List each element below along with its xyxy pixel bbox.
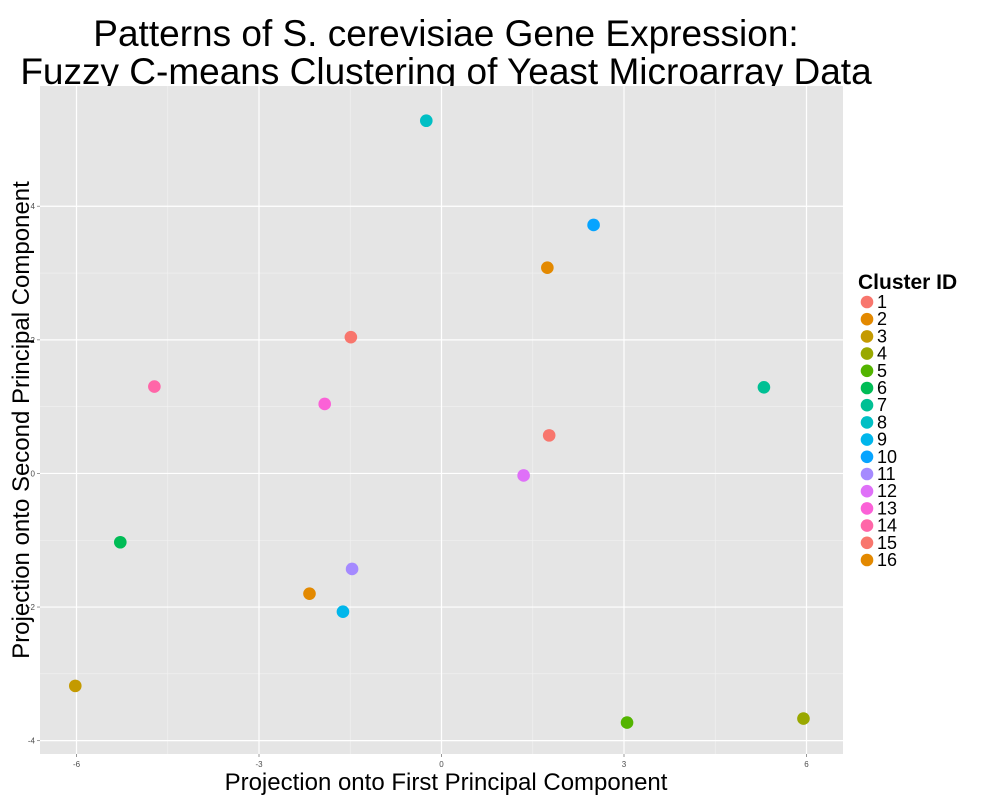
data-point-cluster-2 [541, 261, 554, 274]
legend-item-10: 10 [860, 447, 897, 467]
chart-title-line-1: Patterns of S. cerevisiae Gene Expressio… [93, 13, 798, 54]
data-point-cluster-14 [148, 380, 161, 393]
legend-label-4: 4 [877, 344, 887, 364]
legend-key-11 [860, 467, 874, 481]
y-axis-title: Projection onto Second Principal Compone… [8, 181, 35, 659]
legend-key-14 [860, 519, 874, 532]
legend-item-8: 8 [860, 412, 887, 432]
x-tick-label: -3 [255, 760, 263, 769]
chart-title-line-2: Fuzzy C-means Clustering of Yeast Microa… [20, 51, 872, 92]
legend-key-13 [860, 502, 874, 515]
grid-lines [40, 86, 843, 754]
legend-key-4 [860, 347, 874, 360]
y-tick-label: 4 [31, 202, 36, 211]
legend-label-7: 7 [877, 395, 887, 415]
x-tick-label: 6 [804, 760, 809, 769]
legend-label-9: 9 [877, 430, 887, 450]
legend-label-2: 2 [877, 309, 887, 329]
legend-label-1: 1 [877, 292, 887, 312]
legend-key-1 [860, 295, 874, 309]
legend-key-10 [860, 450, 874, 464]
legend-title: Cluster ID [858, 271, 957, 294]
legend-item-16: 16 [860, 550, 897, 570]
x-axis-ticks: -6 -3 0 3 6 [73, 754, 809, 769]
legend-item-4: 4 [860, 344, 887, 364]
legend-item-7: 7 [860, 395, 887, 415]
x-tick-label: 3 [622, 760, 627, 769]
legend-key-9 [860, 433, 874, 446]
data-point-cluster-15 [344, 330, 358, 344]
data-point-cluster-5 [620, 716, 634, 729]
legend-key-8 [860, 416, 874, 429]
legend-item-3: 3 [860, 326, 887, 346]
legend-item-15: 15 [860, 533, 897, 553]
data-point-cluster-6 [114, 535, 127, 549]
legend-item-14: 14 [860, 516, 897, 536]
legend-item-2: 2 [860, 309, 887, 329]
data-point-cluster-10 [587, 218, 600, 232]
legend-key-16 [860, 553, 874, 567]
data-point-cluster-7 [757, 380, 771, 394]
legend-item-11: 11 [860, 464, 896, 484]
data-point-cluster-9 [336, 605, 350, 619]
legend-label-6: 6 [877, 378, 887, 398]
x-tick-label: 0 [439, 760, 444, 769]
legend-label-10: 10 [877, 447, 897, 467]
legend-key-3 [860, 330, 874, 343]
legend-key-6 [860, 381, 874, 395]
legend-item-1: 1 [860, 292, 887, 312]
legend-label-16: 16 [877, 550, 897, 570]
legend-label-3: 3 [877, 326, 887, 346]
y-axis-ticks: -4 -2 0 2 4 [28, 202, 40, 746]
legend-key-7 [860, 398, 874, 412]
legend-item-5: 5 [860, 361, 887, 381]
data-point-cluster-1 [542, 429, 556, 442]
y-tick-label: 0 [31, 469, 36, 478]
legend-label-11: 11 [877, 464, 896, 484]
legend-item-6: 6 [860, 378, 887, 398]
y-tick-label: 2 [31, 336, 36, 345]
legend-label-12: 12 [877, 481, 897, 501]
y-tick-label: -2 [28, 603, 36, 612]
data-points [68, 114, 810, 729]
legend-label-13: 13 [877, 498, 897, 518]
data-point-cluster-11 [345, 562, 359, 576]
legend-label-8: 8 [877, 412, 887, 432]
legend-key-15 [860, 536, 874, 550]
legend-label-15: 15 [877, 533, 897, 553]
legend-item-12: 12 [860, 481, 897, 501]
data-point-cluster-8 [419, 114, 433, 128]
legend-key-5 [860, 364, 874, 378]
x-axis-title: Projection onto First Principal Componen… [225, 769, 668, 796]
legend-item-13: 13 [860, 498, 897, 518]
data-point-cluster-16 [303, 587, 316, 600]
data-point-cluster-12 [517, 469, 530, 482]
data-point-cluster-4 [797, 712, 810, 725]
legend-key-12 [860, 484, 874, 498]
legend-key-2 [860, 312, 874, 326]
legend-item-9: 9 [860, 430, 887, 450]
data-point-cluster-13 [318, 397, 332, 411]
x-tick-label: -6 [73, 760, 81, 769]
data-point-cluster-3 [68, 679, 82, 693]
y-tick-label: -4 [28, 737, 36, 746]
legend-label-14: 14 [877, 516, 897, 536]
legend-label-5: 5 [877, 361, 887, 381]
